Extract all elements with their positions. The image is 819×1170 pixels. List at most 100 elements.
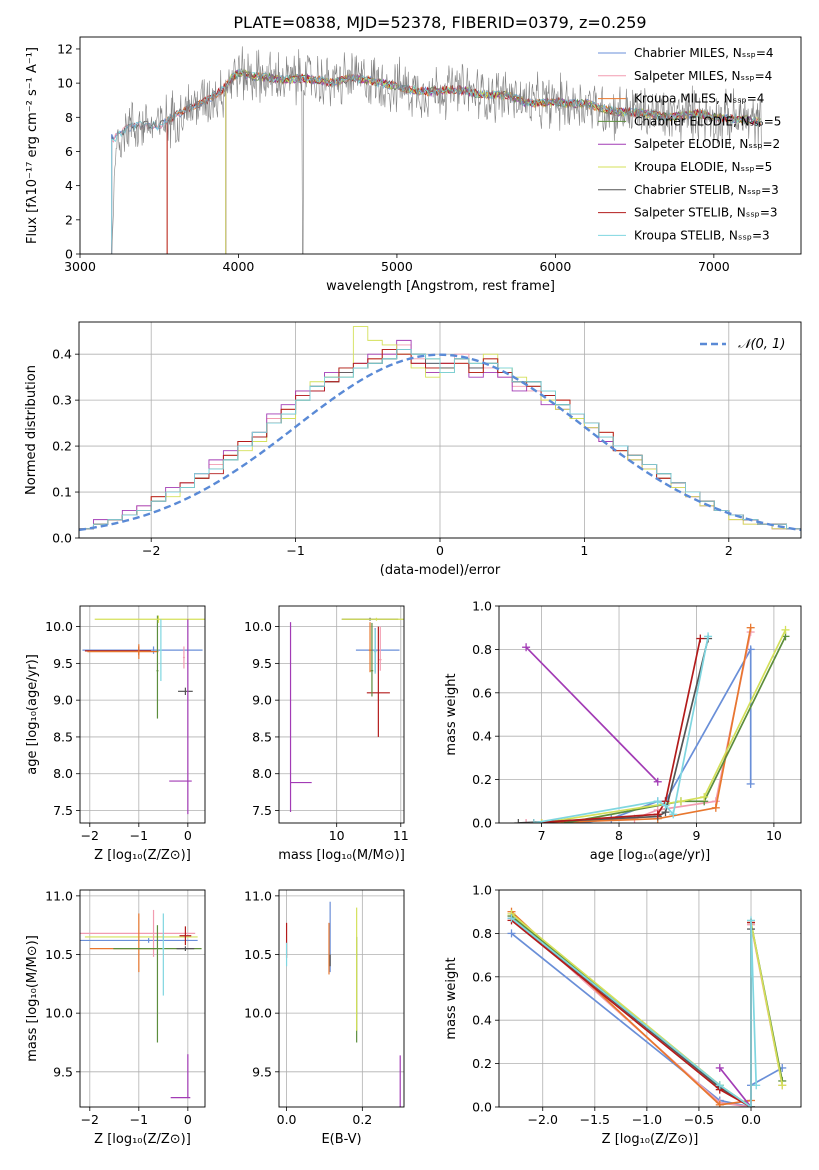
axes: −2.0 −1.5 −1.0 −0.5 0.0 0.0 0.2 0.4 0.6 0.8 1.0 Z [… [444, 883, 802, 1147]
panel-mass-vs-ebv: 0.0 0.2 9.5 10.0 10.5 11.0 E(B-V) [244, 888, 405, 1147]
y-tick-label: 9.0 [53, 693, 73, 708]
weight-point-marker [700, 792, 709, 801]
x-tick-label: 4000 [223, 259, 255, 274]
y-tick-label: 6 [65, 144, 73, 159]
y-tick-label: 10.5 [244, 947, 272, 962]
y-tick-label: 9.5 [53, 1064, 73, 1079]
plot-area [111, 46, 762, 254]
histogram-step [79, 349, 801, 538]
x-tick-label: 1 [580, 543, 588, 558]
y-tick-label: 12 [57, 41, 73, 56]
y-tick-label: 8.0 [252, 766, 272, 781]
x-tick-label: −1.0 [632, 1112, 662, 1127]
error-bar [176, 946, 195, 951]
error-bar [368, 622, 372, 673]
legend-label: Salpeter ELODIE, Nₛₛₚ=2 [634, 137, 780, 151]
error-bar [87, 644, 159, 659]
x-tick-label: 10 [329, 828, 345, 843]
panel-age-vs-Z: −2 −1 0 7.5 8.0 8.5 9.0 9.5 10.0 Z [log₁₀(Z/Z⊙)] a… [25, 605, 206, 863]
x-axis-label: Z [log₁₀(Z/Z⊙)] [94, 1132, 191, 1147]
weight-point-marker [746, 779, 755, 788]
plot-area [507, 907, 787, 1107]
x-tick-label: 0 [436, 543, 444, 558]
error-bar [156, 615, 159, 719]
y-tick-label: 7.5 [53, 803, 73, 818]
y-tick-label: 0.0 [472, 1100, 492, 1115]
weight-point-marker [747, 916, 756, 925]
y-axis-label: age [log₁₀(age/yr)] [25, 654, 40, 775]
weight-point-marker [661, 801, 670, 810]
axes-frame [278, 889, 405, 1108]
y-tick-label: 11.0 [244, 888, 272, 903]
x-tick-label: 7000 [698, 259, 730, 274]
y-tick-label: 0.2 [52, 439, 72, 454]
y-tick-label: 10.0 [45, 619, 73, 634]
weight-series-line [541, 627, 752, 823]
weight-series-line [533, 638, 702, 823]
y-tick-label: 0.4 [472, 1013, 492, 1028]
x-tick-label: −1 [130, 828, 148, 843]
y-tick-label: 1.0 [472, 599, 492, 614]
x-tick-label: 0 [184, 1112, 192, 1127]
error-bar [182, 646, 185, 669]
weight-series-line [510, 917, 758, 1107]
legend-label: Kroupa ELODIE, Nₛₛₚ=5 [634, 160, 772, 174]
weight-series-line [510, 913, 784, 1107]
error-bar [94, 615, 205, 623]
axes-frame [498, 889, 802, 1108]
weight-point-marker [781, 625, 790, 634]
y-tick-label: 0.2 [472, 1056, 492, 1071]
axes: −2 −1 0 7.5 8.0 8.5 9.0 9.5 10.0 Z [log₁₀(Z/Z⊙)] a… [25, 605, 206, 863]
x-tick-label: 2 [725, 543, 733, 558]
y-tick-label: 0.4 [52, 347, 72, 362]
legend-label: 𝒩(0, 1) [738, 337, 785, 352]
y-tick-label: 0.0 [472, 816, 492, 831]
y-tick-label: 8.5 [53, 729, 73, 744]
x-tick-label: 0 [184, 828, 192, 843]
axes-frame [278, 605, 405, 824]
plot-area [289, 617, 404, 812]
weight-series-line [510, 932, 783, 1107]
y-tick-label: 9.5 [252, 656, 272, 671]
y-tick-label: 0.8 [472, 642, 492, 657]
error-bar [170, 1054, 191, 1099]
x-tick-label: −1 [130, 1112, 148, 1127]
x-tick-label: 0.0 [741, 1112, 761, 1127]
weight-point-marker [507, 914, 516, 923]
weight-point-marker [653, 810, 662, 819]
y-tick-label: 4 [65, 178, 73, 193]
legend-label: Chabrier MILES, Nₛₛₚ=4 [634, 46, 774, 60]
axes: 10 11 7.5 8.0 8.5 9.0 9.5 10.0 mass [log₁₀(M/M⊙)… [244, 605, 409, 863]
error-bar [162, 913, 165, 996]
x-axis-label: mass [log₁₀(M/M⊙)] [278, 848, 405, 863]
weight-point-marker [522, 643, 531, 652]
error-bar [82, 646, 203, 654]
weight-point-marker [653, 777, 662, 786]
observed-spectrum-line [111, 46, 762, 254]
x-tick-label: 9 [692, 828, 700, 843]
plot-area [514, 623, 790, 823]
axes-frame [79, 605, 206, 824]
y-tick-label: 11.0 [45, 888, 73, 903]
weight-point-marker [522, 819, 531, 823]
x-tick-label: −2.0 [528, 1112, 558, 1127]
weight-point-marker [669, 810, 678, 819]
error-bar [373, 629, 377, 674]
axes: 7 8 9 10 0.0 0.2 0.4 0.6 0.8 1.0 age [log₁₀(age/yr… [444, 599, 802, 863]
legend-label: Kroupa STELIB, Nₛₛₚ=3 [634, 228, 770, 242]
figure-title: PLATE=0838, MJD=52378, FIBERID=0379, z=0… [233, 13, 646, 32]
legend-label: Chabrier ELODIE, Nₛₛₚ=5 [634, 114, 781, 128]
weight-series-line [525, 646, 659, 783]
error-bar [379, 626, 382, 671]
legend: 𝒩(0, 1) [700, 337, 785, 352]
error-bar [169, 619, 192, 815]
panel-spectrum: 3000 4000 5000 6000 7000 0 2 4 6 8 10 12 wavelength … [25, 36, 802, 294]
weight-point-marker [507, 929, 516, 938]
weight-point-marker [746, 623, 755, 632]
error-bar [366, 626, 390, 737]
x-tick-label: 0.0 [277, 1112, 297, 1127]
x-axis-label: E(B-V) [321, 1132, 361, 1147]
y-tick-label: 10 [57, 76, 73, 91]
y-axis-label: Normed distribution [24, 365, 39, 495]
panel-weight-vs-Z: −2.0 −1.5 −1.0 −0.5 0.0 0.0 0.2 0.4 0.6 0.8 1.0 Z [… [444, 883, 802, 1147]
